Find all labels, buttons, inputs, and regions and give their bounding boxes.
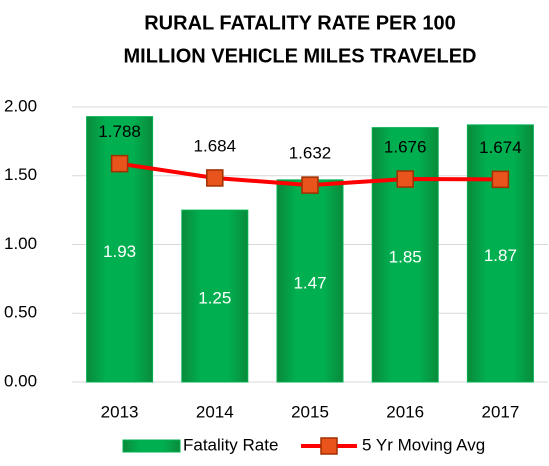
marker [110,154,129,173]
marker [396,170,414,188]
marker [206,169,224,187]
bar [371,127,439,383]
bar-value-label: 1.85 [389,247,422,266]
bar-value-label: 1.47 [293,273,326,292]
chart-title: MILLION VEHICLE MILES TRAVELED [124,45,477,67]
line-value-label: 1.676 [384,138,427,157]
legend-label: Fatality Rate [183,435,278,454]
y-tick-label: 0.50 [4,303,37,322]
y-tick-label: 2.00 [4,96,37,115]
bar-value-label: 1.25 [198,289,231,308]
legend-marker [320,437,338,455]
chart-title: RURAL FATALITY RATE PER 100 [144,12,456,34]
x-tick-label: 2016 [386,402,424,421]
bar-value-label: 1.87 [484,246,517,265]
bar [466,124,534,383]
x-tick-label: 2013 [101,402,139,421]
marker [301,176,319,194]
x-tick-label: 2015 [291,402,329,421]
marker [491,170,510,189]
x-tick-label: 2014 [196,402,234,421]
legend-label: 5 Yr Moving Avg [362,435,485,454]
line-value-label: 1.674 [479,138,522,157]
legend-swatch [122,439,181,453]
x-tick-label: 2017 [481,402,519,421]
bar-value-label: 1.93 [103,242,136,261]
line-value-label: 1.788 [98,122,141,141]
y-tick-label: 1.50 [4,165,37,184]
line-value-label: 1.632 [289,144,332,163]
bar [181,209,249,383]
y-tick-label: 1.00 [4,234,37,253]
y-tick-label: 0.00 [4,371,37,390]
line-value-label: 1.684 [194,136,237,155]
